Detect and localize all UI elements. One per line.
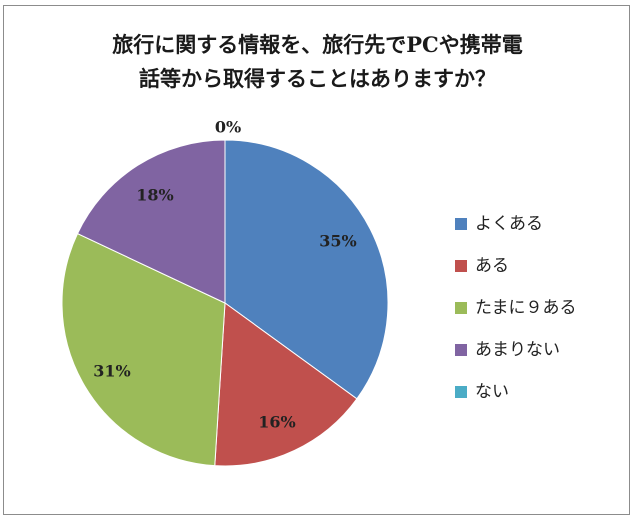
- pie-slice-4: [76, 139, 226, 304]
- chart-title-line-1: 旅行に関する情報を、旅行先でPCや携帯電: [112, 32, 523, 57]
- legend-swatch-2: [455, 260, 467, 272]
- legend-label-2: ある: [475, 256, 509, 276]
- pie-slice-2: [214, 302, 358, 467]
- pie-value-labels: 35% 16% 31% 18% 0%: [93, 118, 356, 432]
- legend-swatch-1: [455, 218, 467, 230]
- legend-swatch-5: [455, 386, 467, 398]
- legend-swatch-4: [455, 344, 467, 356]
- value-label-5: 0%: [215, 118, 241, 137]
- chart-title-line-2: 話等から取得することはありますか？: [139, 66, 496, 91]
- legend-label-5: ない: [475, 382, 509, 402]
- value-label-4: 18%: [136, 186, 173, 205]
- legend-label-1: よくある: [475, 214, 543, 234]
- value-label-3: 31%: [93, 362, 130, 381]
- pie-slices: [61, 139, 389, 467]
- value-label-2: 16%: [258, 413, 295, 432]
- legend-swatch-3: [455, 302, 467, 314]
- legend-label-3: たまに９ある: [475, 298, 577, 318]
- pie-slice-1: [224, 139, 389, 400]
- chart-title: 旅行に関する情報を、旅行先でPCや携帯電 話等から取得することはありますか？: [10, 28, 625, 96]
- pie-slice-3: [61, 232, 226, 467]
- legend-label-4: あまりない: [475, 340, 560, 360]
- value-label-1: 35%: [319, 232, 356, 251]
